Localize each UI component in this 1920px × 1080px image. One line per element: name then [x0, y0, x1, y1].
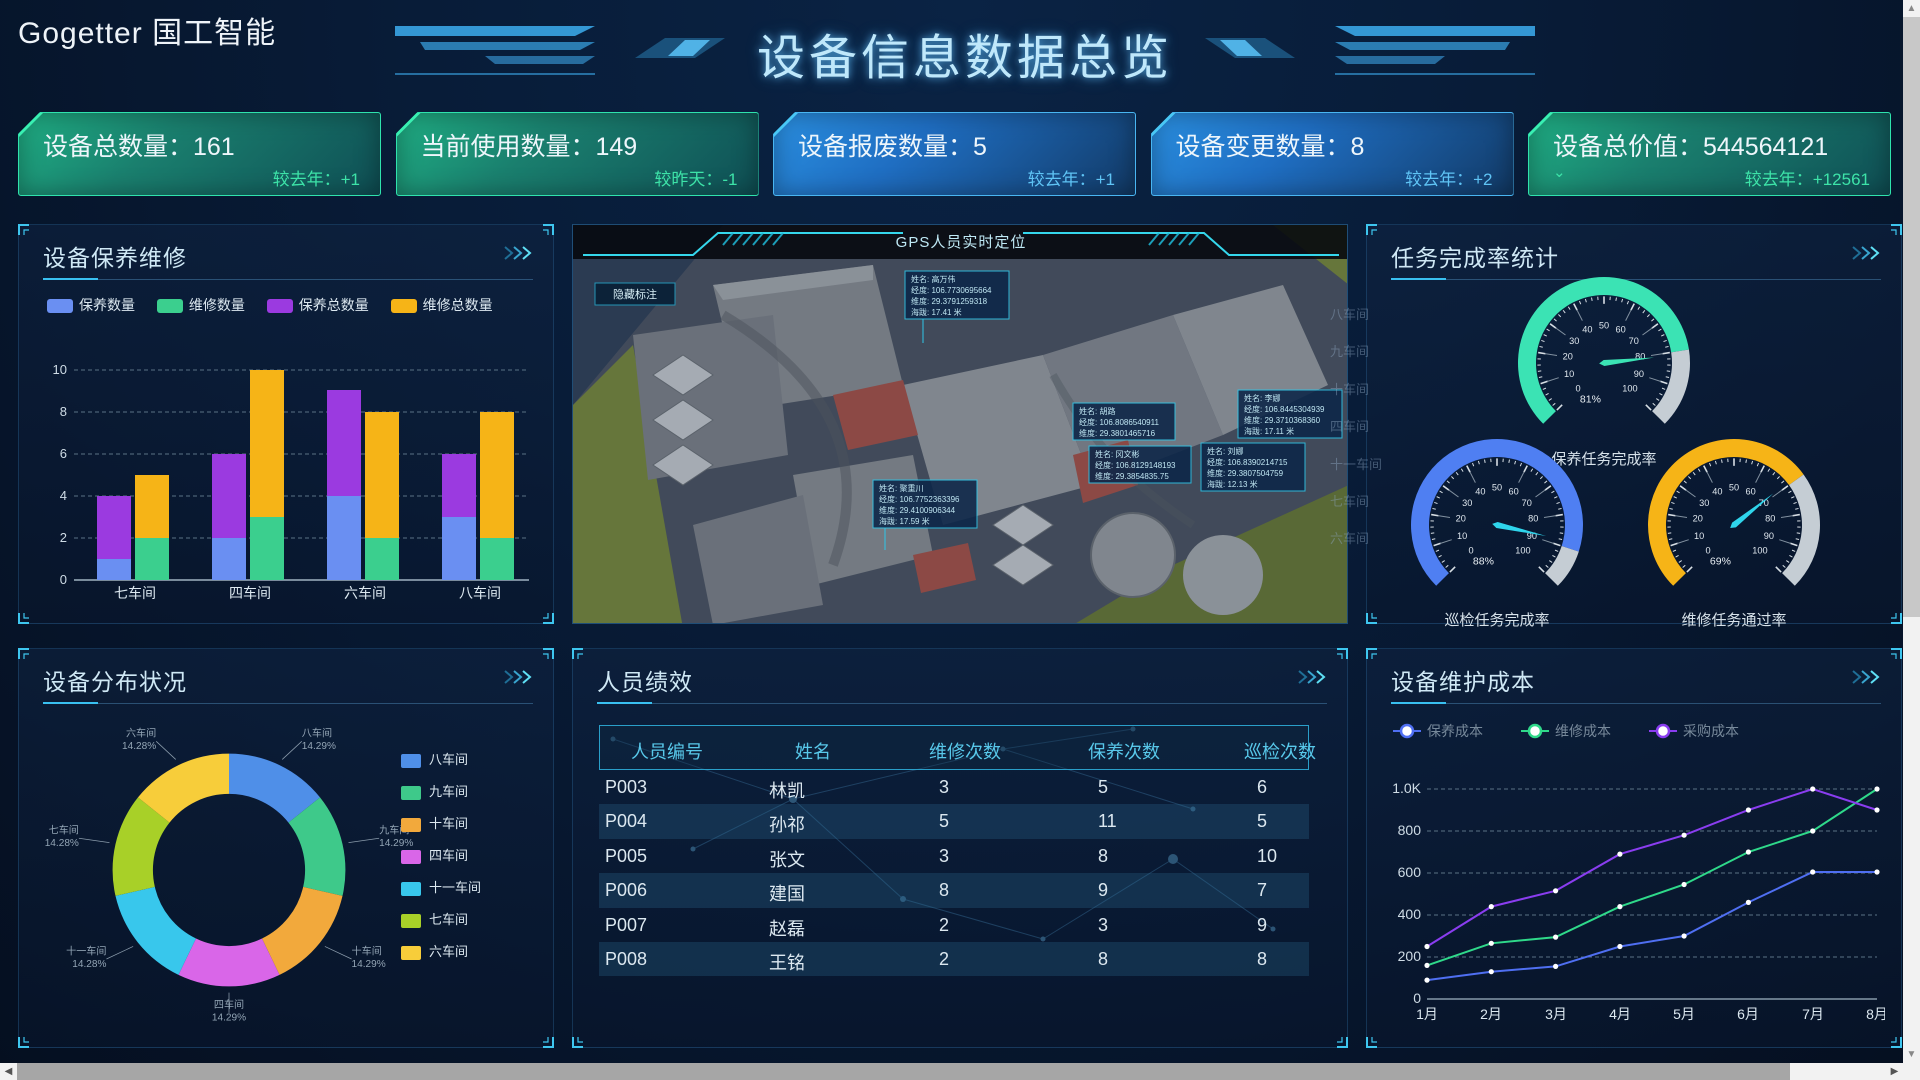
svg-text:60: 60 — [1509, 487, 1519, 497]
svg-text:经度: 106.8129148193: 经度: 106.8129148193 — [1095, 460, 1176, 470]
svg-text:姓名: 冈文彬: 姓名: 冈文彬 — [1095, 449, 1139, 459]
svg-text:5月: 5月 — [1673, 1006, 1695, 1022]
svg-text:14.28%: 14.28% — [45, 838, 79, 849]
svg-text:30: 30 — [1569, 336, 1579, 346]
svg-text:14.28%: 14.28% — [122, 741, 156, 752]
svg-text:100: 100 — [1515, 545, 1530, 555]
svg-text:维度: 29.4100906344: 维度: 29.4100906344 — [879, 505, 956, 515]
svg-text:14.29%: 14.29% — [302, 741, 336, 752]
svg-text:30: 30 — [1462, 498, 1472, 508]
svg-text:69%: 69% — [1710, 555, 1731, 567]
svg-text:20: 20 — [1456, 514, 1466, 524]
svg-text:50: 50 — [1492, 483, 1502, 493]
svg-text:海跋: 17.59 米: 海跋: 17.59 米 — [879, 516, 930, 526]
svg-text:14.28%: 14.28% — [72, 959, 106, 970]
svg-text:2: 2 — [60, 530, 67, 545]
svg-text:海跋: 17.41 米: 海跋: 17.41 米 — [911, 307, 962, 317]
svg-text:14.29%: 14.29% — [212, 1013, 246, 1024]
svg-text:10: 10 — [1564, 369, 1574, 379]
svg-text:0: 0 — [1413, 990, 1421, 1006]
svg-text:14.29%: 14.29% — [352, 959, 386, 970]
svg-text:90: 90 — [1634, 369, 1644, 379]
svg-text:十车间: 十车间 — [352, 944, 382, 957]
svg-text:四车间: 四车间 — [214, 998, 244, 1011]
svg-text:60: 60 — [1616, 325, 1626, 335]
svg-text:2月: 2月 — [1480, 1006, 1502, 1022]
svg-text:0: 0 — [1468, 545, 1473, 555]
svg-text:经度: 106.7752363396: 经度: 106.7752363396 — [879, 494, 960, 504]
svg-text:50: 50 — [1599, 321, 1609, 331]
svg-text:维度: 29.3710368360: 维度: 29.3710368360 — [1244, 415, 1321, 425]
svg-text:80: 80 — [1528, 514, 1538, 524]
svg-text:90: 90 — [1764, 531, 1774, 541]
svg-text:十一车间: 十一车间 — [66, 944, 106, 957]
svg-text:维度: 29.3807504759: 维度: 29.3807504759 — [1207, 468, 1284, 478]
svg-text:10: 10 — [1694, 531, 1704, 541]
svg-text:1月: 1月 — [1416, 1006, 1438, 1022]
svg-text:40: 40 — [1712, 487, 1722, 497]
svg-text:经度: 106.8086540911: 经度: 106.8086540911 — [1079, 417, 1159, 427]
svg-text:81%: 81% — [1580, 393, 1601, 405]
svg-text:0: 0 — [1705, 545, 1710, 555]
svg-text:姓名: 高万伟: 姓名: 高万伟 — [911, 274, 955, 284]
svg-text:20: 20 — [1693, 514, 1703, 524]
svg-text:8月: 8月 — [1866, 1006, 1885, 1022]
svg-text:600: 600 — [1398, 864, 1422, 880]
svg-text:70: 70 — [1522, 498, 1532, 508]
svg-text:姓名: 聚重川: 姓名: 聚重川 — [879, 483, 923, 493]
svg-text:经度: 106.8390214715: 经度: 106.8390214715 — [1207, 457, 1288, 467]
svg-text:3月: 3月 — [1545, 1006, 1567, 1022]
svg-text:100: 100 — [1622, 383, 1637, 393]
svg-text:维修成本: 维修成本 — [1555, 723, 1611, 739]
svg-text:200: 200 — [1398, 948, 1422, 964]
svg-text:四车间: 四车间 — [229, 585, 271, 600]
svg-text:七车间: 七车间 — [114, 585, 156, 600]
svg-text:88%: 88% — [1473, 555, 1494, 567]
svg-text:7月: 7月 — [1802, 1006, 1824, 1022]
svg-text:6月: 6月 — [1737, 1006, 1759, 1022]
svg-text:0: 0 — [60, 572, 67, 587]
svg-text:100: 100 — [1752, 545, 1767, 555]
svg-text:4: 4 — [60, 488, 67, 503]
svg-text:维度: 29.3791259318: 维度: 29.3791259318 — [911, 296, 988, 306]
svg-text:经度: 106.7730695664: 经度: 106.7730695664 — [911, 285, 992, 295]
svg-text:8: 8 — [60, 404, 67, 419]
svg-text:400: 400 — [1398, 906, 1422, 922]
svg-text:GPS人员实时定位: GPS人员实时定位 — [896, 234, 1027, 251]
svg-text:40: 40 — [1582, 325, 1592, 335]
svg-text:姓名: 刘娜: 姓名: 刘娜 — [1207, 446, 1243, 456]
svg-text:六车间: 六车间 — [126, 727, 156, 740]
svg-text:70: 70 — [1629, 336, 1639, 346]
svg-text:800: 800 — [1398, 822, 1422, 838]
svg-text:维度: 29.3854835.75: 维度: 29.3854835.75 — [1095, 471, 1169, 481]
svg-text:七车间: 七车间 — [49, 824, 79, 837]
svg-text:0: 0 — [1575, 383, 1580, 393]
svg-text:1.0K: 1.0K — [1392, 780, 1421, 796]
svg-text:经度: 106.8445304939: 经度: 106.8445304939 — [1244, 404, 1325, 414]
svg-text:采购成本: 采购成本 — [1683, 723, 1739, 739]
svg-text:10: 10 — [53, 362, 67, 377]
svg-text:姓名: 胡路: 姓名: 胡路 — [1079, 406, 1115, 416]
svg-text:60: 60 — [1746, 487, 1756, 497]
svg-text:30: 30 — [1699, 498, 1709, 508]
svg-text:保养成本: 保养成本 — [1427, 723, 1483, 739]
svg-text:维度: 29.3801465716: 维度: 29.3801465716 — [1079, 428, 1156, 438]
svg-text:20: 20 — [1563, 352, 1573, 362]
svg-text:海跋: 17.11 米: 海跋: 17.11 米 — [1244, 426, 1294, 436]
svg-text:隐藏标注: 隐藏标注 — [613, 287, 657, 301]
svg-text:4月: 4月 — [1609, 1006, 1631, 1022]
svg-text:10: 10 — [1457, 531, 1467, 541]
svg-text:海跋: 12.13 米: 海跋: 12.13 米 — [1207, 479, 1258, 489]
svg-text:八车间: 八车间 — [459, 585, 501, 600]
svg-text:80: 80 — [1765, 514, 1775, 524]
svg-text:六车间: 六车间 — [344, 585, 386, 600]
svg-text:八车间: 八车间 — [302, 727, 332, 740]
svg-text:50: 50 — [1729, 483, 1739, 493]
svg-text:6: 6 — [60, 446, 67, 461]
svg-text:姓名: 李娜: 姓名: 李娜 — [1244, 393, 1280, 403]
svg-text:40: 40 — [1475, 487, 1485, 497]
